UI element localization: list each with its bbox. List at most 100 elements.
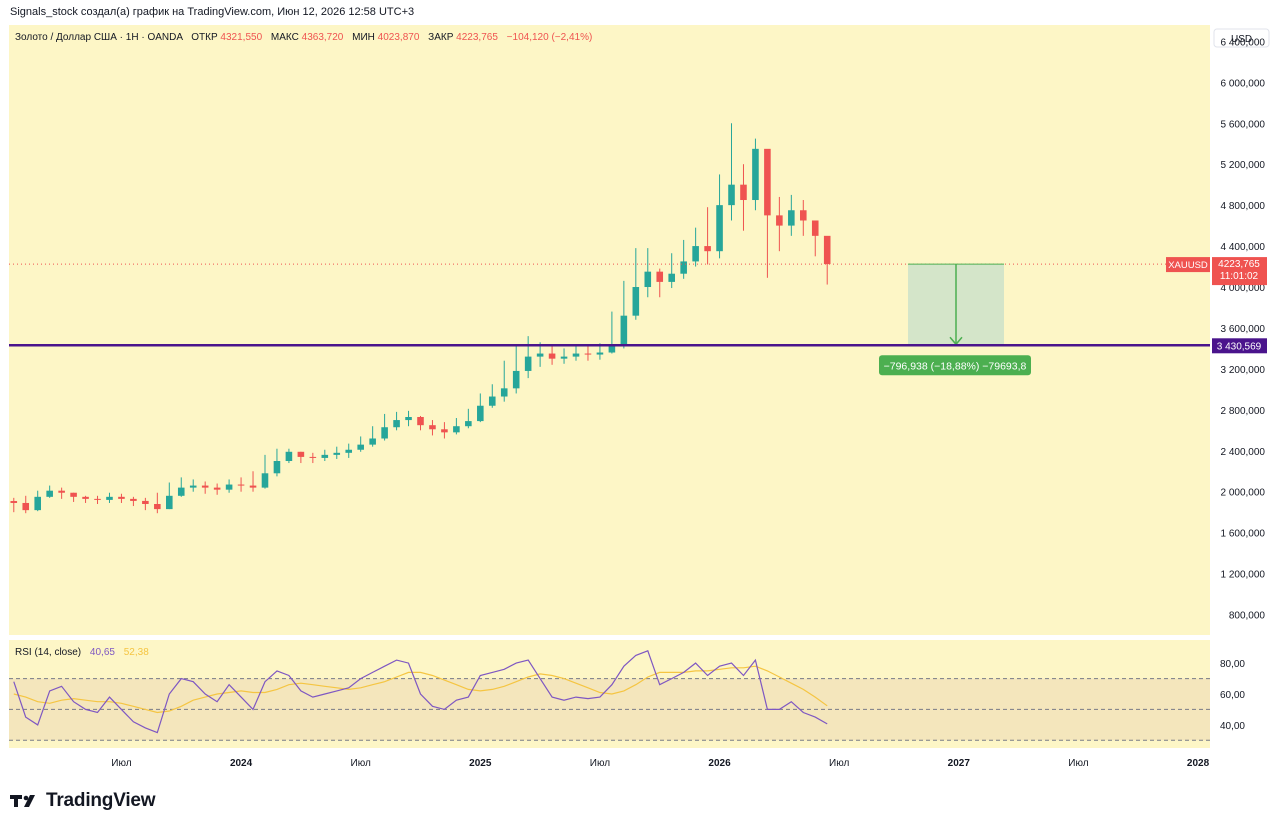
candle-body (512, 370, 520, 389)
ticker-tag (1166, 257, 1210, 273)
price-tick-label: 2 800,000 (1221, 406, 1266, 417)
candle-body (788, 210, 795, 226)
header-low-label: МИН (352, 32, 375, 43)
header-open-value: 4321,550 (220, 32, 262, 43)
candle-body (34, 496, 41, 511)
price-tick-label: 3 600,000 (1221, 324, 1266, 335)
time-tick-label: 2024 (230, 758, 253, 769)
candle-body (776, 215, 783, 226)
rsi-tick-label: 40,00 (1220, 721, 1245, 732)
candle-body (453, 426, 460, 433)
candle-body (237, 484, 245, 486)
candle-body (381, 427, 388, 439)
candle-body (524, 356, 532, 371)
measure-label-text: −796,938 (−18,88%) −79693,8 (884, 360, 1027, 372)
currency-badge[interactable] (1213, 28, 1270, 48)
header-open-label: ОТКР (191, 32, 218, 43)
candle-body (46, 490, 53, 497)
candle-body (465, 421, 472, 427)
main-pane-background[interactable] (9, 25, 1210, 635)
tradingview-logo-icon (10, 795, 35, 807)
candle-body (70, 492, 77, 497)
header-high-value: 4363,720 (302, 32, 344, 43)
candle-body (333, 452, 341, 455)
price-tick-label: 3 200,000 (1221, 365, 1266, 376)
candle-body (82, 496, 89, 499)
candle-body (297, 451, 305, 457)
candle-body (22, 502, 30, 511)
header-change-value: −104,120 (−2,41%) (507, 32, 593, 43)
candle-body (213, 487, 221, 490)
candle-body (345, 449, 353, 453)
header-low-value: 4023,870 (378, 32, 420, 43)
candle-body (764, 148, 771, 216)
candle-body (500, 388, 508, 397)
price-tag-value: 4223,765 (1218, 259, 1260, 270)
candle-body (644, 271, 652, 288)
time-tick-label: Июл (351, 758, 371, 769)
price-tick-label: 2 400,000 (1221, 447, 1266, 458)
candle-body (632, 287, 640, 316)
price-tick-label: 6 000,000 (1221, 78, 1266, 89)
candle-body (309, 456, 317, 458)
candle-body (357, 444, 364, 450)
price-tick-label: 1 200,000 (1221, 570, 1266, 581)
candle-body (668, 273, 675, 282)
price-tick-label: 5 600,000 (1221, 119, 1266, 130)
candle-body (285, 451, 293, 462)
time-tick-label: Июл (829, 758, 849, 769)
time-tick-label: 2025 (469, 758, 492, 769)
candle-body (154, 503, 161, 510)
candle-body (429, 425, 436, 430)
rsi-ma-line (13, 665, 828, 714)
tradingview-brand[interactable]: TradingView (10, 790, 156, 812)
price-axis-strip[interactable] (1210, 25, 1280, 748)
candle-body (488, 396, 496, 406)
measure-label (879, 355, 1031, 376)
rsi-band-fill (9, 678, 1210, 741)
price-tag (1212, 257, 1267, 286)
time-tick-label: 2028 (1187, 758, 1210, 769)
price-tick-label: 6 400,000 (1221, 37, 1266, 48)
candle-body (799, 210, 807, 221)
rsi-legend: RSI (14, close) 40,65 52,38 (15, 647, 149, 658)
header-legend: Золото / Доллар США · 1Н · OANDA ОТКР 43… (15, 32, 592, 43)
candle-body (823, 235, 831, 265)
candle-body (106, 496, 113, 500)
candle-body (477, 405, 484, 422)
candle-body (177, 487, 185, 496)
header-high-label: МАКС (271, 32, 299, 43)
time-tick-label: Июл (590, 758, 610, 769)
brand-name: TradingView (46, 790, 156, 811)
price-tick-label: 1 600,000 (1221, 529, 1266, 540)
candle-body (680, 261, 687, 274)
candle-body (321, 454, 329, 458)
candle-body (441, 429, 448, 433)
header-close-value: 4223,765 (456, 32, 498, 43)
candle-body (752, 148, 759, 201)
time-tick-label: Июл (1068, 758, 1088, 769)
time-axis-strip[interactable] (9, 748, 1210, 776)
candle-body (692, 246, 699, 262)
rsi-value: 40,65 (90, 647, 115, 658)
candle-body (405, 416, 412, 421)
candle-body (596, 352, 604, 355)
candle-body (716, 205, 723, 252)
candle-body (740, 184, 747, 201)
price-tick-label: 4 400,000 (1221, 242, 1266, 253)
candle-body (560, 356, 568, 359)
rsi-tick-label: 80,00 (1220, 659, 1245, 670)
rsi-line (13, 650, 828, 734)
candle-body (10, 501, 18, 503)
candle-body (58, 490, 65, 493)
price-tag-countdown: 11:01:02 (1220, 271, 1259, 282)
candle-body (118, 496, 125, 499)
time-tick-label: 2026 (708, 758, 731, 769)
candle-body (225, 484, 233, 490)
time-tick-label: Июл (111, 758, 131, 769)
rsi-tick-label: 60,00 (1220, 690, 1245, 701)
candle-body (94, 498, 101, 500)
rsi-ma-value: 52,38 (124, 647, 149, 658)
candle-body (273, 461, 281, 474)
